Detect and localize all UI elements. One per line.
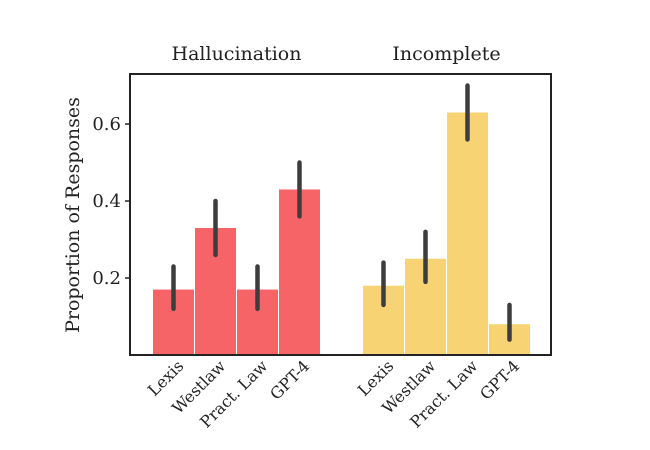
y-tick-label: 0.6 — [92, 114, 121, 135]
bar-incomplete-pract-law — [447, 112, 488, 355]
y-axis-label: Proportion of Responses — [62, 97, 84, 333]
group-title-hallucination: Hallucination — [172, 43, 302, 65]
bars-layer — [153, 112, 530, 355]
plot-frame — [129, 73, 552, 356]
y-tick-label: 0.2 — [92, 268, 121, 289]
y-tick-label: 0.4 — [92, 191, 121, 212]
group-title-incomplete: Incomplete — [392, 43, 500, 65]
group-titles-layer: Hallucination Incomplete — [172, 43, 501, 65]
y-ticks-layer: 0.2 0.4 0.6 — [92, 114, 130, 289]
category-label-incomplete-gpt-4: GPT-4 — [476, 356, 523, 403]
error-bars-layer — [171, 83, 512, 342]
category-label-hallucination-gpt-4: GPT-4 — [266, 356, 313, 403]
